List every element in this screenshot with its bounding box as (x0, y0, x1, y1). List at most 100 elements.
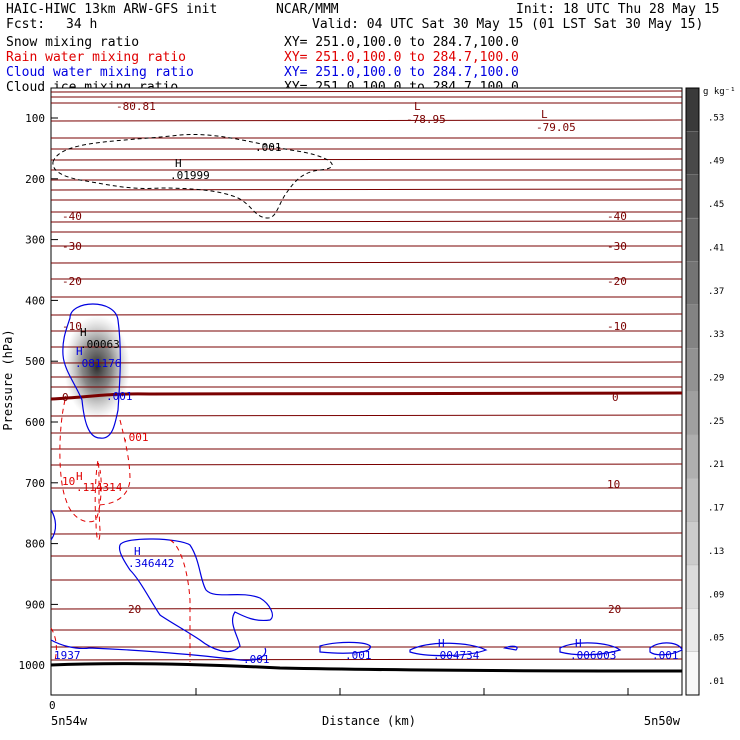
isotherm-label-right: 0 (612, 391, 619, 404)
isotherm-label-right: 20 (608, 603, 621, 616)
cloud-water-high-value-2: .346442 (128, 557, 174, 570)
colorbar-level-label: .13 (708, 547, 724, 557)
colorbar-swatch (685, 651, 700, 696)
temp-low-marker-1: L (414, 100, 421, 113)
x-axis-title: Distance (km) (322, 714, 416, 728)
cloud-water-high-marker-4: H (575, 637, 582, 650)
cloud-water-contour-label-4: .001 (652, 649, 679, 662)
plot-frame (50, 87, 683, 696)
isotherm-label-left: 20 (128, 603, 141, 616)
colorbar-level-label: .01 (708, 677, 724, 687)
colorbar-level-label: .41 (708, 243, 724, 253)
colorbar-swatch (685, 434, 700, 479)
y-tick-label-400: 400 (25, 294, 45, 307)
colorbar-level-label: .25 (708, 417, 724, 427)
cloud-water-high-value-1: .081176 (75, 357, 121, 370)
colorbar-level-label: .05 (708, 634, 724, 644)
isotherm-label-left: 0 (62, 391, 69, 404)
y-tick-label-1000: 1000 (19, 659, 46, 672)
field-name-snow: Snow mixing ratio (6, 35, 140, 50)
y-tick-label-100: 100 (25, 112, 45, 125)
isotherm-line (50, 261, 683, 264)
init-time: Init: 18 UTC Thu 28 May 15 (516, 2, 720, 17)
colorbar-swatch (685, 131, 700, 175)
isotherm-label-left: -20 (62, 275, 82, 288)
cloud-water-contour-label-2: .001 (243, 653, 270, 666)
isotherm-line (50, 361, 683, 364)
isotherm-label-right: -20 (607, 275, 627, 288)
cloud-water-high-marker-3: H (438, 637, 445, 650)
y-tick-label-300: 300 (25, 234, 45, 247)
y-tick-label-600: 600 (25, 416, 45, 429)
x-end-label: 5n50w (644, 714, 681, 728)
colorbar-level-label: .21 (708, 460, 724, 470)
isotherm-label-right: 10 (607, 478, 620, 491)
temp-low-marker-2: L (541, 108, 548, 121)
y-tick-label-200: 200 (25, 173, 45, 186)
rain-high-value: .114314 (76, 481, 123, 494)
rain-side-label: 10 (62, 475, 75, 488)
cloud-water-high-marker-1: H (76, 345, 83, 358)
colorbar-swatch (685, 87, 700, 132)
y-tick-label-900: 900 (25, 598, 45, 611)
isotherm-line (50, 532, 683, 535)
colorbar-level-label: .49 (708, 157, 724, 167)
isotherm-label-left: -10 (62, 320, 82, 333)
x-start-label: 5n54w (51, 714, 88, 728)
cloud-ice-contour (52, 133, 333, 219)
isotherm-line (50, 463, 683, 466)
cloud-water-contour-label-1: .001 (106, 390, 133, 403)
cloud-water-high-marker-2: H (134, 545, 141, 558)
field-xy-cloud-water: XY= 251.0,100.0 to 284.7,100.0 (284, 65, 519, 80)
cloud-ice-high-value: .01999 (170, 169, 210, 182)
colorbar-swatch (685, 217, 700, 262)
y-tick-label-800: 800 (25, 538, 45, 551)
isotherm-label-left: -30 (62, 240, 82, 253)
colorbar-swatch (685, 478, 700, 522)
model-title: HAIC-HIWC 13km ARW-GFS init (6, 2, 218, 17)
cloud-ice-contour-label: .001 (255, 141, 282, 154)
y-axis-title: Pressure (hPa) (1, 329, 15, 430)
rain-contour-label: .001 (122, 431, 149, 444)
isotherm-line (50, 313, 683, 316)
cloud-water-edge-label: 1937 (54, 649, 81, 662)
temp-label-min: -80.81 (116, 100, 156, 113)
cloud-water-contour-label-3: .001 (345, 649, 372, 662)
colorbar-swatch (685, 608, 700, 652)
isotherm-label-right: -10 (607, 320, 627, 333)
snow-high-value: .00063 (80, 338, 120, 351)
colorbar-level-label: .09 (708, 590, 724, 600)
terrain (50, 662, 683, 673)
colorbar-swatch (685, 347, 700, 392)
colorbar-level-label: .29 (708, 374, 724, 384)
colorbar-swatch (685, 174, 700, 219)
temp-low-value-2: -79.05 (536, 121, 576, 134)
rain-high-marker: H (76, 470, 83, 483)
org-label: NCAR/MMM (276, 2, 339, 17)
colorbar-swatch (685, 261, 700, 305)
temp-low-value-1: -78.95 (406, 113, 446, 126)
colorbar: .01 .05 .09 .13 .17 .21 .25 .29 .33 .37 .41 .45 .49.… (685, 87, 724, 696)
snow-high-marker: H (80, 326, 87, 339)
colorbar-swatch (685, 391, 700, 436)
field-name-cloud-water: Cloud water mixing ratio (6, 65, 194, 80)
field-name-rain: Rain water mixing ratio (6, 50, 187, 65)
rain-contours (50, 399, 191, 662)
isotherm-zero (50, 391, 683, 401)
y-tick-label-700: 700 (25, 477, 45, 490)
cloud-water-high-value-4: .006003 (570, 649, 616, 662)
cloud-water-contours (50, 303, 683, 661)
isotherm-line (50, 220, 683, 223)
colorbar-level-label: .53 (708, 113, 724, 123)
y-tick-label-500: 500 (25, 355, 45, 368)
colorbar-swatch (685, 521, 700, 566)
x-tick-zero: 0 (49, 699, 56, 712)
snow-shading (64, 315, 130, 419)
isotherm-line (50, 414, 683, 417)
fcst-label: Fcst: (6, 17, 46, 32)
isotherm-line (50, 119, 683, 122)
isotherm-label-left: -40 (62, 210, 82, 223)
isotherm-label-right: -30 (607, 240, 627, 253)
colorbar-unit: g kg⁻¹ (703, 87, 736, 97)
